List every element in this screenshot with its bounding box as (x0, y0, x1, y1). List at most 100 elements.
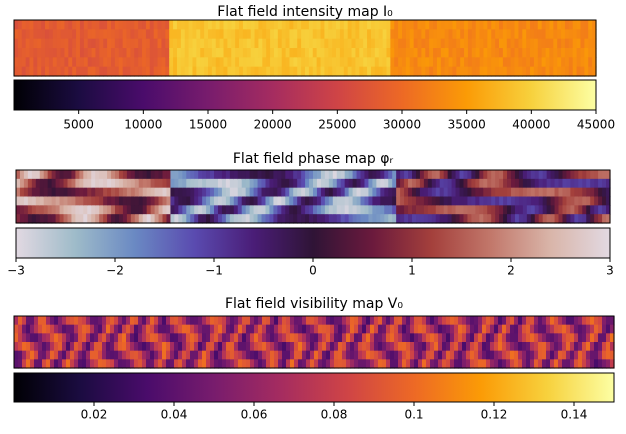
map-pixel (382, 333, 387, 343)
map-pixel (444, 29, 450, 40)
map-pixel (215, 20, 221, 30)
map-pixel (214, 342, 219, 352)
map-pixel (26, 316, 31, 326)
map-pixel (46, 350, 51, 360)
map-pixel (594, 333, 599, 343)
map-pixel (202, 187, 207, 198)
map-pixel (452, 48, 457, 58)
map-pixel (166, 350, 171, 360)
map-pixel (390, 316, 395, 326)
map-pixel (29, 48, 34, 58)
map-pixel (594, 342, 599, 352)
map-pixel (25, 66, 31, 77)
map-pixel (550, 350, 555, 360)
map-pixel (506, 316, 511, 326)
map-pixel (538, 350, 543, 360)
map-pixel (198, 342, 203, 352)
map-pixel (475, 214, 480, 224)
map-pixel (51, 178, 57, 189)
map-pixel (91, 178, 96, 189)
map-pixel (72, 48, 77, 58)
map-pixel (406, 359, 411, 369)
map-pixel (328, 57, 333, 68)
map-pixel (19, 170, 25, 180)
map-pixel (21, 29, 27, 40)
map-pixel (343, 57, 349, 68)
map-pixel (359, 20, 364, 30)
map-pixel (423, 205, 429, 215)
map-pixel (180, 38, 186, 49)
map-pixel (122, 178, 128, 189)
map-pixel (495, 38, 500, 49)
map-pixel (103, 20, 108, 30)
map-pixel (67, 214, 73, 224)
map-pixel (440, 38, 446, 49)
map-pixel (204, 57, 209, 68)
map-pixel (367, 38, 372, 49)
map-pixel (130, 359, 135, 369)
map-pixel (75, 196, 80, 206)
map-pixel (79, 205, 84, 215)
map-pixel (408, 178, 413, 189)
map-pixel (186, 178, 191, 189)
map-pixel (230, 316, 235, 326)
map-pixel (510, 359, 515, 369)
map-pixel (491, 20, 496, 30)
map-pixel (82, 359, 87, 369)
map-pixel (446, 316, 451, 326)
map-pixel (149, 38, 155, 49)
map-pixel (297, 57, 302, 68)
map-pixel (298, 350, 303, 360)
map-pixel (226, 342, 231, 352)
map-pixel (274, 350, 279, 360)
map-pixel (246, 359, 251, 369)
map-pixel (43, 187, 49, 198)
map-pixel (398, 38, 403, 49)
map-pixel (37, 57, 42, 68)
map-pixel (576, 48, 582, 58)
map-pixel (376, 187, 381, 198)
map-pixel (225, 214, 231, 224)
map-pixel (294, 324, 299, 334)
map-pixel (554, 333, 559, 343)
map-pixel (94, 350, 99, 360)
map-pixel (562, 170, 568, 180)
map-pixel (242, 66, 248, 77)
map-pixel (186, 333, 191, 343)
map-pixel (234, 316, 239, 326)
map-pixel (301, 205, 306, 215)
map-pixel (374, 66, 380, 77)
map-pixel (52, 48, 58, 58)
map-pixel (405, 29, 411, 40)
map-pixel (25, 20, 31, 30)
map-pixel (308, 20, 314, 30)
map-pixel (506, 20, 512, 30)
map-pixel (186, 214, 191, 224)
map-pixel (431, 178, 437, 189)
map-pixel (348, 170, 354, 180)
map-pixel (471, 57, 477, 68)
map-pixel (266, 333, 271, 343)
map-pixel (31, 214, 37, 224)
map-pixel (60, 48, 66, 58)
map-pixel (262, 333, 267, 343)
map-pixel (495, 196, 500, 206)
map-pixel (348, 205, 354, 215)
map-pixel (348, 196, 354, 206)
map-pixel (170, 342, 175, 352)
map-pixel (350, 350, 355, 360)
map-pixel (198, 316, 203, 326)
map-pixel (374, 48, 380, 58)
map-pixel (471, 170, 476, 180)
map-pixel (165, 48, 170, 58)
map-pixel (118, 196, 124, 206)
map-pixel (55, 178, 61, 189)
map-pixel (429, 66, 434, 77)
map-pixel (564, 48, 570, 58)
map-pixel (483, 187, 488, 198)
map-pixel (166, 205, 172, 215)
map-pixel (343, 48, 349, 58)
map-pixel (479, 57, 485, 68)
map-pixel (487, 214, 492, 224)
map-pixel (182, 359, 187, 369)
